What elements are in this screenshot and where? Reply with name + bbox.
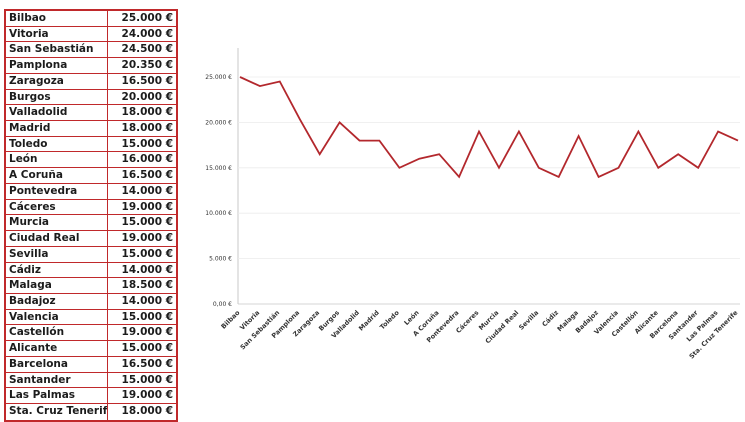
table-row: Santander 15.000 €	[6, 372, 176, 389]
city-cell: Murcia	[6, 215, 108, 231]
city-cell: Santander	[6, 372, 108, 388]
city-cell: Burgos	[6, 89, 108, 105]
price-cell: 24.000 €	[121, 27, 173, 40]
price-cell: 16.500 €	[121, 169, 173, 182]
table-row: Cádiz 14.000 €	[6, 262, 176, 279]
table-row: Madrid 18.000 €	[6, 121, 176, 137]
city-cell: Pamplona	[6, 58, 108, 73]
city-cell: Malaga	[6, 278, 108, 293]
price-table: Bilbao 25.000 € Vitoria 24.000 € San Sebasti…	[4, 9, 178, 422]
price-cell: 14.000 €	[121, 263, 173, 276]
table-row: Las Palmas 19.000 €	[6, 388, 176, 404]
city-cell: Zaragoza	[6, 73, 108, 89]
table-row: Toledo 15.000 €	[6, 136, 176, 153]
price-cell: 15.000 €	[121, 310, 173, 323]
price-cell: 20.000 €	[121, 90, 173, 103]
city-cell: Vitoria	[6, 26, 108, 42]
table-row: Murcia 15.000 €	[6, 215, 176, 232]
price-cell: 16.500 €	[121, 74, 173, 87]
city-cell: Valladolid	[6, 105, 108, 121]
price-cell: 15.000 €	[121, 216, 173, 229]
table-row: Bilbao 25.000 €	[6, 11, 176, 27]
price-cell: 19.000 €	[121, 232, 173, 245]
table-row: Barcelona 16.500 €	[6, 356, 176, 373]
y-tick-label: 0,00 €	[213, 301, 232, 308]
price-cell: 15.000 €	[121, 137, 173, 150]
price-cell: 18.000 €	[121, 106, 173, 119]
city-cell: Madrid	[6, 121, 108, 136]
y-tick-label: 25.000 €	[205, 74, 232, 81]
price-cell: 15.000 €	[121, 247, 173, 260]
price-cell: 16.500 €	[121, 357, 173, 370]
city-cell: A Coruña	[6, 168, 108, 183]
table-row: Pamplona 20.350 €	[6, 58, 176, 74]
price-cell: 15.000 €	[121, 342, 173, 355]
table-row: A Coruña 16.500 €	[6, 168, 176, 184]
price-cell: 18.000 €	[121, 122, 173, 135]
city-cell: Barcelona	[6, 356, 108, 372]
table-row: Alicante 15.000 €	[6, 341, 176, 357]
price-cell: 24.500 €	[121, 43, 173, 56]
price-cell: 14.000 €	[121, 294, 173, 307]
x-tick-label: Sevilla	[517, 309, 540, 332]
x-tick-label: Toledo	[378, 308, 401, 331]
city-cell: Cádiz	[6, 262, 108, 278]
city-cell: Pontevedra	[6, 183, 108, 199]
y-tick-label: 10.000 €	[205, 210, 232, 217]
city-cell: Sevilla	[6, 246, 108, 262]
price-cell: 15.000 €	[121, 373, 173, 386]
city-cell: Toledo	[6, 136, 108, 152]
price-line-chart: 0,00 € 5.000 € 10.000 € 15.000 € 20.000 € 25.…	[205, 48, 740, 361]
y-tick-label: 15.000 €	[205, 165, 232, 172]
table-row: Pontevedra 14.000 €	[6, 183, 176, 200]
city-cell: Bilbao	[6, 11, 108, 26]
city-cell: Castellón	[6, 325, 108, 341]
table-row: Vitoria 24.000 €	[6, 26, 176, 43]
x-tick-label: Madrid	[357, 309, 381, 333]
table-row: Ciudad Real 19.000 €	[6, 231, 176, 247]
table-row: Valencia 15.000 €	[6, 309, 176, 326]
table-row: Badajoz 14.000 €	[6, 293, 176, 310]
table-row: Sevilla 15.000 €	[6, 246, 176, 263]
price-cell: 18.500 €	[121, 279, 173, 292]
table-row: Castellón 19.000 €	[6, 325, 176, 342]
price-cell: 19.000 €	[121, 389, 173, 402]
price-cell: 18.000 €	[121, 404, 173, 417]
city-cell: León	[6, 152, 108, 168]
table-row: San Sebastián 24.500 €	[6, 42, 176, 59]
table-row: Malaga 18.500 €	[6, 278, 176, 294]
price-cell: 19.000 €	[121, 326, 173, 339]
city-cell: Cáceres	[6, 199, 108, 215]
y-tick-label: 5.000 €	[209, 256, 232, 263]
city-cell: Ciudad Real	[6, 231, 108, 246]
series-line	[239, 76, 739, 179]
price-cell: 20.350 €	[121, 59, 173, 72]
price-cell: 19.000 €	[121, 200, 173, 213]
table-row: León 16.000 €	[6, 152, 176, 169]
city-cell: Alicante	[6, 341, 108, 356]
city-cell: Las Palmas	[6, 388, 108, 403]
table-row: Burgos 20.000 €	[6, 89, 176, 106]
city-cell: Valencia	[6, 309, 108, 325]
table-row: Valladolid 18.000 €	[6, 105, 176, 122]
table-row: Sta. Cruz Tenerife 18.000 €	[6, 403, 176, 420]
city-cell: Badajoz	[6, 293, 108, 309]
price-cell: 14.000 €	[121, 184, 173, 197]
price-cell: 16.000 €	[121, 153, 173, 166]
table-row: Cáceres 19.000 €	[6, 199, 176, 216]
table-row: Zaragoza 16.500 €	[6, 73, 176, 90]
city-cell: Sta. Cruz Tenerife	[6, 403, 108, 420]
price-cell: 25.000 €	[121, 12, 173, 24]
y-tick-label: 20.000 €	[205, 119, 232, 126]
city-cell: San Sebastián	[6, 42, 108, 58]
